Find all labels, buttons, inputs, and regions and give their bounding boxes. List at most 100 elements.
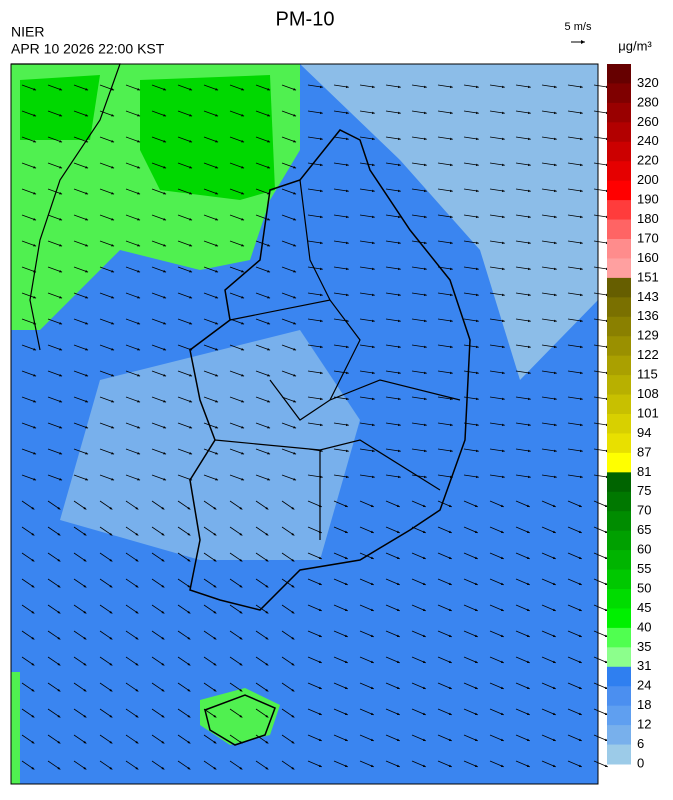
- wind-arrowhead: [163, 322, 167, 325]
- colorbar-label: 55: [637, 561, 651, 576]
- wind-arrowhead: [345, 475, 349, 479]
- wind-arrowhead: [553, 397, 557, 401]
- wind-arrowhead: [161, 740, 165, 744]
- wind-arrowhead: [161, 532, 165, 536]
- wind-arrowhead: [33, 478, 37, 481]
- wind-arrowhead: [552, 712, 556, 715]
- colorbar-label: 24: [637, 678, 651, 693]
- wind-arrowhead: [293, 166, 297, 169]
- wind-arrowhead: [187, 610, 191, 614]
- wind-arrowhead: [449, 397, 453, 401]
- colorbar-label: 108: [637, 386, 659, 401]
- wind-scale: 5 m/s: [565, 21, 592, 33]
- wind-arrowhead: [475, 241, 479, 245]
- wind-arrowhead: [59, 296, 63, 299]
- wind-arrowhead: [267, 140, 271, 143]
- wind-arrowhead: [501, 475, 505, 479]
- wind-arrowhead: [371, 371, 375, 375]
- colorbar-label: 94: [637, 425, 651, 440]
- wind-arrowhead: [475, 475, 479, 479]
- wind-arrowhead: [31, 558, 35, 562]
- wind-arrowhead: [370, 738, 374, 741]
- wind-arrowhead: [474, 738, 478, 741]
- wind-arrowhead: [111, 218, 115, 221]
- wind-arrowhead: [370, 686, 374, 689]
- wind-arrowhead: [501, 189, 505, 193]
- colorbar-label: 320: [637, 75, 659, 90]
- colorbar-label: 200: [637, 172, 659, 187]
- wind-arrowhead: [449, 189, 453, 193]
- wind-arrowhead: [241, 244, 245, 247]
- wind-arrowhead: [33, 400, 37, 403]
- wind-arrowhead: [215, 244, 219, 247]
- wind-arrowhead: [293, 114, 297, 117]
- green-region: [11, 672, 20, 784]
- colorbar-segment: [607, 277, 631, 298]
- wind-arrowhead: [500, 608, 504, 611]
- wind-arrowhead: [552, 608, 556, 611]
- wind-arrowhead: [397, 215, 401, 219]
- wind-arrowhead: [135, 662, 139, 666]
- colorbar-label: 101: [637, 405, 659, 420]
- wind-arrowhead: [397, 319, 401, 323]
- colorbar-segment: [607, 141, 631, 162]
- wind-arrowhead: [422, 712, 426, 715]
- wind-arrowhead: [501, 241, 505, 245]
- colorbar-segment: [607, 491, 631, 512]
- wind-arrowhead: [579, 449, 583, 453]
- wind-arrowhead: [578, 686, 582, 689]
- wind-arrowhead: [553, 241, 557, 245]
- colorbar-segment: [607, 64, 631, 84]
- wind-arrowhead: [344, 504, 348, 507]
- colorbar-segment: [607, 666, 631, 687]
- wind-arrowhead: [293, 296, 297, 299]
- wind-arrowhead: [501, 111, 505, 115]
- colorbar-segment: [607, 530, 631, 551]
- colorbar-segment: [607, 589, 631, 609]
- wind-arrowhead: [213, 636, 217, 640]
- wind-arrowhead: [59, 322, 63, 325]
- wind-arrowhead: [111, 374, 115, 377]
- colorbar-label: 87: [637, 444, 651, 459]
- wind-arrowhead: [370, 764, 374, 767]
- wind-arrowhead: [553, 85, 557, 89]
- wind-arrowhead: [137, 166, 141, 169]
- wind-arrowhead: [553, 371, 557, 375]
- wind-arrowhead: [475, 267, 479, 271]
- wind-arrowhead: [423, 267, 427, 271]
- wind-arrowhead: [396, 530, 400, 533]
- wind-arrowhead: [579, 215, 583, 219]
- colorbar-segment: [607, 375, 631, 396]
- wind-arrowhead: [396, 738, 400, 741]
- wind-arrowhead: [215, 218, 219, 221]
- wind-arrowhead: [291, 714, 295, 718]
- wind-arrowhead: [552, 504, 556, 507]
- wind-arrowhead: [163, 400, 167, 403]
- wind-arrowhead: [135, 532, 139, 536]
- wind-arrowhead: [448, 530, 452, 533]
- wind-arrowhead: [85, 452, 89, 455]
- wind-arrowhead: [215, 270, 219, 273]
- wind-arrowhead: [189, 452, 193, 455]
- wind-arrowhead: [111, 452, 115, 455]
- wind-arrowhead: [83, 714, 87, 718]
- datetime: APR 10 2026 22:00 KST: [11, 41, 165, 57]
- wind-arrowhead: [241, 140, 245, 143]
- wind-arrowhead: [163, 270, 167, 273]
- wind-arrowhead: [423, 215, 427, 219]
- wind-arrowhead: [59, 374, 63, 377]
- wind-arrowhead: [448, 608, 452, 611]
- wind-arrowhead: [109, 740, 113, 744]
- wind-arrowhead: [187, 532, 191, 536]
- wind-arrowhead: [213, 740, 217, 744]
- wind-arrowhead: [449, 85, 453, 89]
- wind-arrowhead: [109, 610, 113, 614]
- wind-arrowhead: [423, 397, 427, 401]
- wind-arrowhead: [267, 374, 271, 377]
- wind-arrowhead: [475, 189, 479, 193]
- wind-arrowhead: [33, 374, 37, 377]
- colorbar-segment: [607, 705, 631, 726]
- wind-arrowhead: [33, 140, 37, 143]
- wind-arrowhead: [527, 163, 531, 167]
- colorbar-segment: [607, 472, 631, 493]
